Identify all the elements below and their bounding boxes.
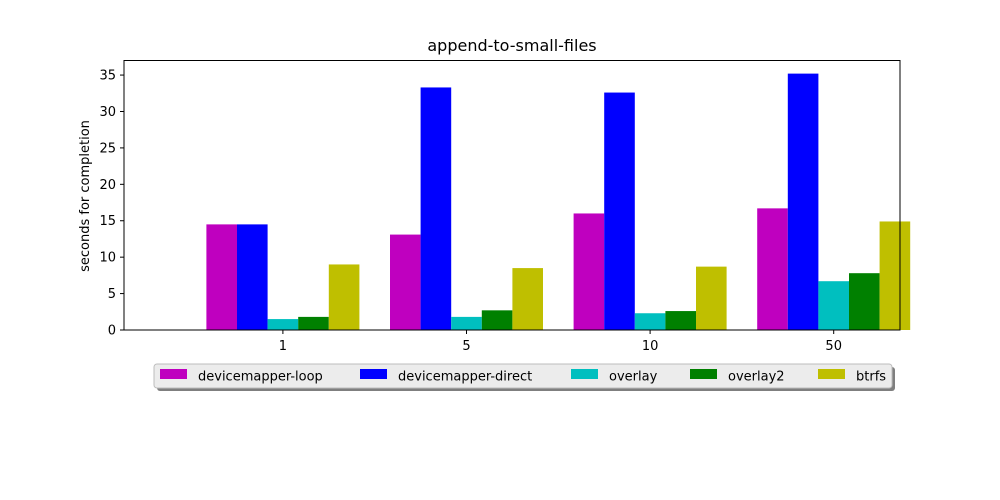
- bar-btrfs-1: [328, 264, 360, 330]
- legend-label-devicemapper-direct: devicemapper-direct: [398, 370, 532, 385]
- bar-devicemapper-direct-50: [787, 73, 819, 330]
- bar-overlay2-10: [665, 311, 696, 330]
- y-tick-label: 20: [99, 178, 116, 193]
- x-tick-label: 50: [825, 339, 842, 354]
- x-tick-label: 1: [279, 339, 287, 354]
- bar-devicemapper-direct-10: [604, 92, 635, 330]
- x-tick-label: 5: [462, 339, 470, 354]
- bar-overlay-1: [267, 319, 299, 330]
- bar-overlay-50: [818, 281, 849, 330]
- plot-frame: [123, 60, 901, 331]
- legend-label-devicemapper-loop: devicemapper-loop: [198, 370, 323, 385]
- bar-overlay2-1: [298, 316, 329, 330]
- legend-label-btrfs: btrfs: [856, 370, 886, 385]
- legend-swatch-overlay2: [690, 369, 717, 379]
- bar-btrfs-5: [512, 268, 543, 330]
- x-tick-label: 10: [642, 339, 659, 354]
- y-axis-label: seconds for completion: [78, 120, 93, 272]
- bar-overlay2-50: [849, 273, 880, 330]
- chart-title: append-to-small-files: [427, 36, 596, 55]
- y-tick-label: 25: [99, 141, 116, 156]
- bar-btrfs-10: [696, 266, 727, 330]
- y-tick-label: 0: [108, 324, 116, 339]
- bars-group: [206, 73, 911, 330]
- bar-devicemapper-direct-5: [420, 87, 452, 330]
- bar-devicemapper-loop-1: [206, 224, 237, 330]
- legend-swatch-overlay: [571, 369, 598, 379]
- legend-label-overlay: overlay: [609, 370, 658, 385]
- bar-devicemapper-loop-50: [757, 208, 788, 330]
- y-axis: 0 5 10 15 20 25 30 35: [99, 69, 124, 339]
- y-tick-label: 15: [99, 214, 116, 229]
- legend-swatch-btrfs: [818, 369, 845, 379]
- bar-overlay-10: [634, 313, 666, 330]
- bar-btrfs-50: [879, 221, 911, 330]
- bar-devicemapper-loop-5: [390, 234, 421, 330]
- bar-devicemapper-direct-1: [237, 224, 268, 330]
- legend: devicemapper-loop devicemapper-direct over…: [153, 363, 895, 391]
- y-tick-label: 35: [99, 69, 116, 84]
- x-axis: 1 5 10 50: [279, 330, 842, 354]
- legend-swatch-devicemapper-direct: [360, 369, 387, 379]
- y-tick-label: 5: [108, 287, 116, 302]
- legend-label-overlay2: overlay2: [728, 370, 785, 385]
- y-tick-label: 30: [99, 105, 116, 120]
- y-tick-label: 10: [99, 251, 116, 266]
- bar-overlay-5: [451, 316, 482, 330]
- bar-devicemapper-loop-10: [573, 213, 605, 330]
- bar-overlay2-5: [481, 310, 513, 330]
- legend-swatch-devicemapper-loop: [160, 369, 187, 379]
